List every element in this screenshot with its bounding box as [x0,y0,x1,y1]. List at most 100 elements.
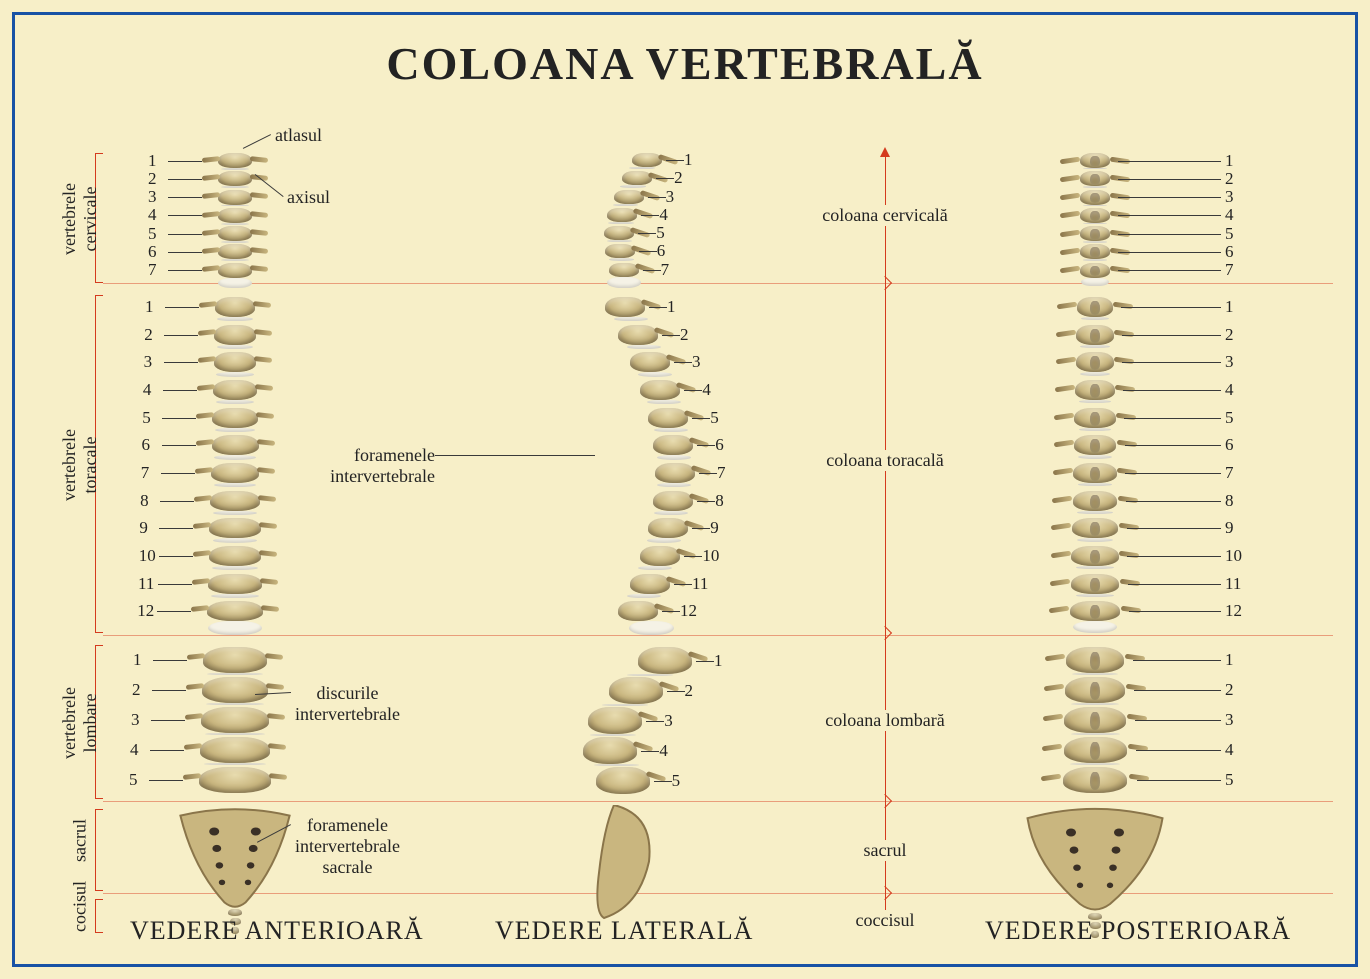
vertebra [618,601,658,621]
vertebra [218,208,252,223]
vertebra-number: 12 [1225,601,1242,621]
leader-line [1118,252,1221,253]
vertebra [200,737,270,763]
process [1060,174,1081,182]
vertebra-number: 1 [148,151,157,171]
process [258,495,276,502]
spinous-process [1090,522,1100,536]
process [1050,551,1071,559]
vertebra [218,226,252,241]
process [268,743,286,750]
disc [1076,566,1114,569]
vertebra-number: 4 [1225,205,1234,225]
vertebra [213,380,257,400]
vertebra-number: 4 [659,741,668,761]
disc [218,278,252,289]
leader-line [161,473,195,474]
spinous-process [1090,495,1100,509]
leader-line [641,215,659,216]
disc [214,483,256,487]
vertebra-number: 4 [1225,740,1234,760]
annotation: discurile intervertebrale [295,683,400,725]
process [1116,412,1137,420]
leader-line [646,721,664,722]
process [1060,266,1081,274]
disc [213,511,257,515]
disc [647,538,681,542]
disc [221,205,250,207]
leader-line [162,418,196,419]
vertebra [218,171,252,186]
disc [657,455,691,459]
process [1118,523,1139,531]
disc [1080,345,1110,348]
caption-lateral: VEDERE LATERALĂ [495,916,753,946]
leader-line [159,556,193,557]
process [259,550,277,557]
annotation-leader [435,455,595,456]
vertebra [215,297,255,317]
vertebra-number: 1 [1225,297,1234,317]
disc [1081,317,1110,320]
leader-line [1118,270,1221,271]
vertebra-number: 12 [137,601,154,621]
spinous-process [1090,266,1100,277]
vertebra-number: 7 [1225,463,1234,483]
bracket-sacrul [95,809,103,891]
leader-line [674,584,692,585]
leader-line [662,335,680,336]
vertebra-number: 1 [1225,151,1234,171]
process [256,412,274,419]
spinous-process [1090,712,1100,730]
vertebra [210,491,260,511]
vertebra-number: 7 [661,260,670,280]
spinous-process [1090,439,1100,453]
leader-line [1133,660,1221,661]
vertebra-number: 2 [674,168,683,188]
disc [1083,241,1107,242]
vertebra-number: 2 [132,680,141,700]
vertebra-number: 2 [1225,169,1234,189]
disc [221,241,250,243]
leader-line [1125,445,1222,446]
vertebra-number: 3 [1225,187,1234,207]
disc [211,594,258,598]
leader-line [666,160,684,161]
vertebra [638,647,692,674]
vertebra-number: 4 [1225,380,1234,400]
process [1054,412,1075,420]
leader-line [1134,690,1221,691]
process [250,156,268,163]
vertebra [211,463,259,483]
leader-line [656,178,674,179]
sacrum [170,805,300,911]
process [257,467,275,474]
leader-line [151,720,185,721]
vertebra-number: 6 [148,242,157,262]
leader-line [150,750,184,751]
process [1114,357,1135,365]
spinous-process [1090,605,1100,619]
process [256,439,274,446]
vertebra [207,601,262,621]
leader-line [662,611,680,612]
process [265,653,283,660]
process [1113,329,1134,337]
leader-line [684,556,702,557]
axis-label: coloana cervicală [805,205,965,226]
vertebra [228,909,242,916]
leader-line [168,234,202,235]
vertebra-number: 2 [680,325,689,345]
leader-line [638,233,656,234]
process [250,192,268,199]
vertebra-number: 8 [1225,491,1234,511]
axis-tick [878,626,892,640]
axis-label: sacrul [805,840,965,861]
disc [221,223,250,225]
process [260,605,278,612]
axis-label: coloana toracală [805,450,965,471]
disc [1078,483,1113,486]
leader-line [162,445,196,446]
leader-line [639,251,657,252]
disc [620,185,646,187]
